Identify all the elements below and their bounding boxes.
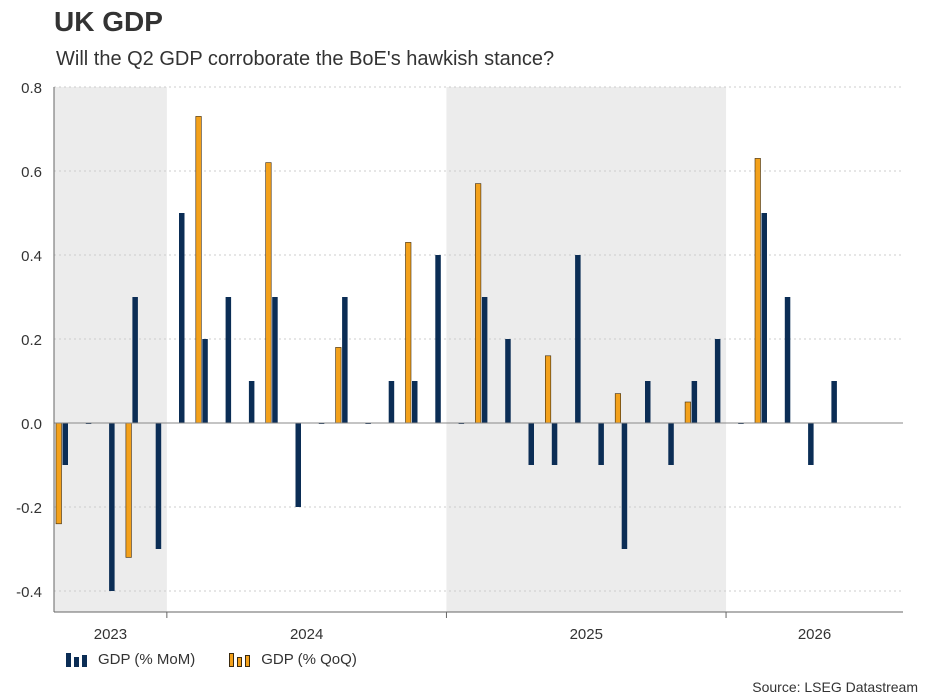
legend-swatch-mom-icon — [66, 652, 90, 667]
chart-title: UK GDP — [54, 6, 163, 37]
bar-mom — [272, 297, 278, 423]
bar-mom — [808, 423, 814, 465]
bar-qoq — [544, 355, 552, 424]
chart-subtitle: Will the Q2 GDP corroborate the BoE's ha… — [56, 48, 555, 70]
bar-qoq — [55, 422, 62, 525]
y-tick-label: 0.2 — [21, 332, 42, 349]
bar-mom — [598, 423, 604, 465]
bar-mom — [295, 423, 301, 507]
x-year-label: 2025 — [570, 626, 603, 643]
year-shade-2025 — [446, 87, 727, 612]
bar-mom — [202, 339, 208, 423]
bar-qoq — [754, 158, 761, 424]
y-tick-label: -0.4 — [16, 584, 42, 601]
legend-swatch-qoq-icon — [229, 652, 253, 667]
bar-mom — [132, 297, 138, 423]
y-tick-label: 0.6 — [21, 164, 42, 181]
bar-qoq — [335, 347, 342, 424]
bar-mom — [481, 297, 488, 423]
source-note: Source: LSEG Datastream — [752, 679, 918, 695]
bar-mom — [505, 339, 511, 423]
chart-legend: GDP (% MoM) GDP (% QoQ) — [66, 651, 391, 668]
bar-mom — [435, 255, 441, 423]
y-tick-label: 0.4 — [21, 248, 42, 265]
bar-qoq — [125, 422, 132, 558]
y-tick-label: -0.2 — [16, 500, 42, 517]
bar-mom — [831, 381, 837, 423]
bar-qoq — [195, 116, 202, 424]
x-year-label: 2026 — [798, 626, 831, 643]
bar-mom — [551, 423, 558, 465]
legend-item-qoq: GDP (% QoQ) — [229, 651, 357, 668]
bar-mom — [714, 339, 721, 423]
x-year-label: 2024 — [290, 626, 323, 643]
y-tick-label: 0.0 — [21, 416, 42, 433]
x-year-label: 2023 — [94, 626, 127, 643]
bar-mom — [342, 297, 348, 423]
legend-item-mom: GDP (% MoM) — [66, 651, 195, 668]
bar-qoq — [684, 401, 691, 424]
bar-mom — [248, 381, 255, 423]
bar-mom — [575, 255, 581, 423]
bar-mom — [225, 297, 232, 423]
bar-qoq — [614, 393, 622, 424]
bar-mom — [109, 423, 115, 591]
bar-qoq — [265, 162, 272, 424]
bar-mom — [528, 423, 534, 465]
bar-mom — [784, 297, 791, 423]
legend-label-qoq: GDP (% QoQ) — [261, 651, 357, 668]
legend-label-mom: GDP (% MoM) — [98, 651, 196, 668]
y-tick-label: 0.8 — [21, 80, 42, 97]
bar-mom — [179, 213, 185, 423]
bar-mom — [761, 213, 767, 423]
bar-qoq — [475, 183, 482, 424]
bar-mom — [645, 381, 651, 423]
bar-mom — [412, 381, 418, 423]
bar-mom — [62, 423, 68, 465]
bar-qoq — [405, 242, 412, 424]
bar-mom — [388, 381, 395, 423]
bar-mom — [155, 423, 162, 549]
bar-mom — [691, 381, 698, 423]
bar-mom — [668, 423, 674, 465]
bar-mom — [621, 423, 628, 549]
